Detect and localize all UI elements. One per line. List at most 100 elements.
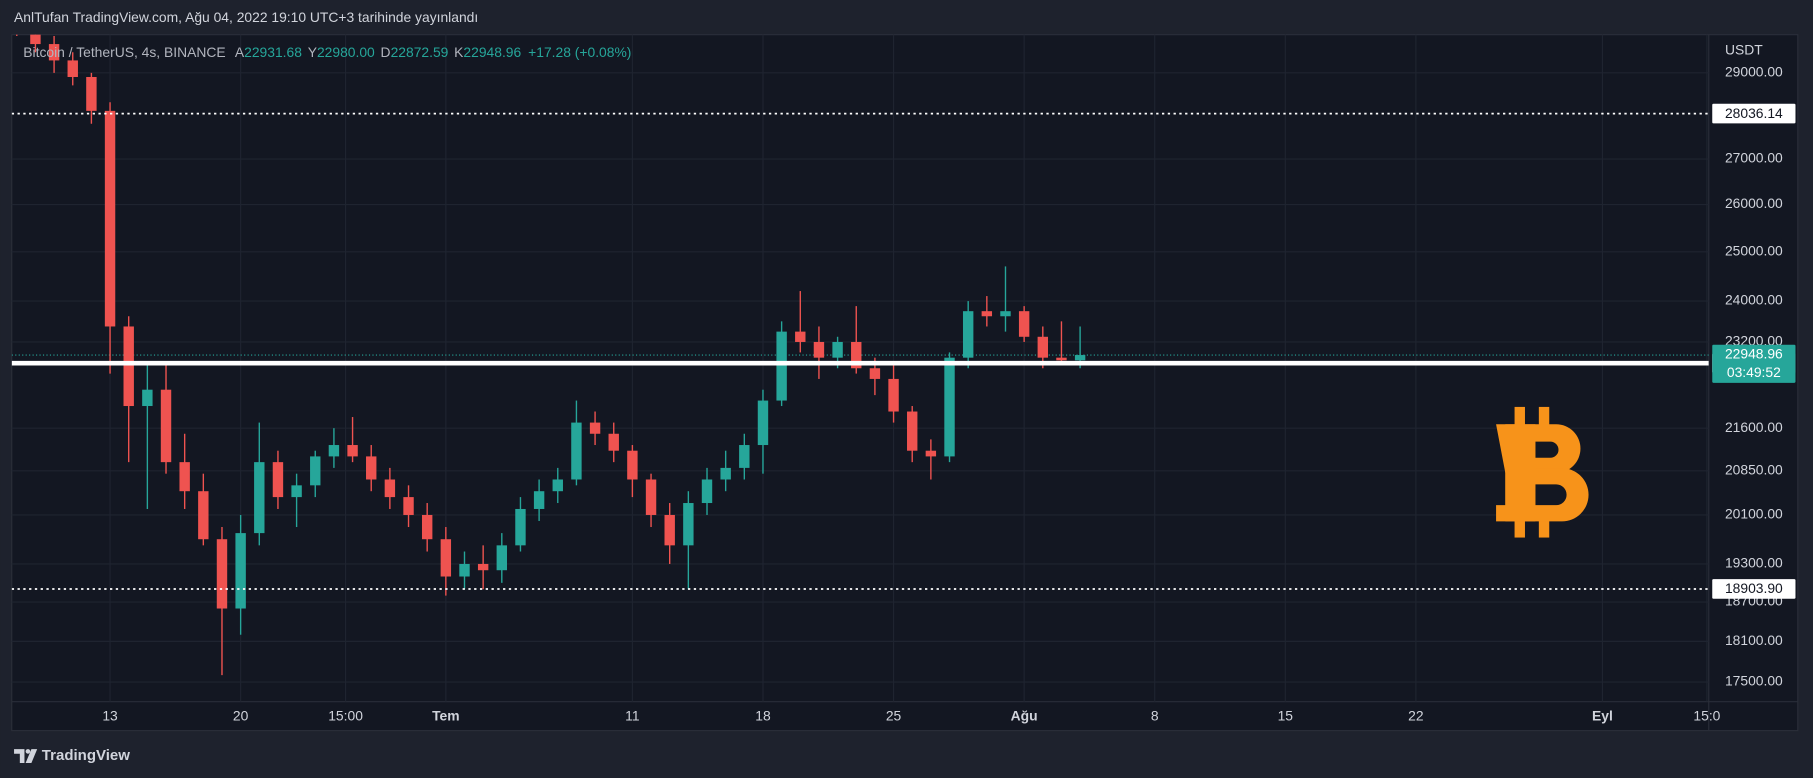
plot-area xyxy=(11,34,1709,676)
candle-body xyxy=(962,311,974,358)
last-price-box xyxy=(1712,344,1796,383)
candle-body xyxy=(310,456,321,486)
candle-body xyxy=(851,341,862,369)
candle-body xyxy=(533,491,545,509)
candle-body xyxy=(739,445,750,468)
chart-pane xyxy=(11,34,1799,732)
x-tick-label: 11 xyxy=(625,707,640,723)
legend-value: 22948.96 xyxy=(463,44,521,60)
legend-key: K xyxy=(454,44,464,60)
candle-body xyxy=(832,341,843,358)
candle-body xyxy=(104,110,116,327)
x-tick-label: 15:00 xyxy=(328,707,363,723)
legend-key: A xyxy=(235,44,245,60)
candle-body xyxy=(627,450,638,480)
candle-body xyxy=(291,485,302,498)
candle-body xyxy=(981,311,993,317)
candle-body xyxy=(366,456,377,480)
logo-part xyxy=(1514,517,1525,538)
x-tick-label: Tem xyxy=(432,707,459,723)
footer-logo xyxy=(14,749,38,763)
logo-part xyxy=(1538,406,1550,428)
level-label-box xyxy=(1712,103,1796,124)
y-tick-label: 26000.00 xyxy=(1725,195,1783,211)
y-tick-label: 20100.00 xyxy=(1725,506,1783,522)
countdown-label: 03:49:52 xyxy=(1727,364,1781,380)
candle-body xyxy=(720,467,731,480)
candle-body xyxy=(869,368,881,379)
x-tick-label: 18 xyxy=(755,707,771,723)
level-label: 28036.14 xyxy=(1725,105,1783,121)
symbol-legend: Bitcoin / TetherUS, 4s, BINANCE A22931.68… xyxy=(23,44,631,60)
x-tick-label: Eyl xyxy=(1592,707,1613,723)
legend-value: 22872.59 xyxy=(391,44,449,60)
candle-body xyxy=(1037,336,1048,358)
footer-brand: TradingView xyxy=(42,747,130,764)
candle-body xyxy=(496,545,508,571)
axes: 29000.00 27000.00 26000.00 25000.00 24000.00… xyxy=(102,63,1796,723)
y-tick-label: 21600.00 xyxy=(1725,419,1783,435)
candle-body xyxy=(328,445,340,457)
logo-part xyxy=(1505,424,1536,522)
x-tick-label: Ağu xyxy=(1011,707,1038,723)
y-tick-label: 25000.00 xyxy=(1725,243,1783,259)
candle-body xyxy=(86,76,97,111)
logo-part xyxy=(25,749,38,763)
y-tick-label: 20850.00 xyxy=(1725,461,1783,477)
candle-body xyxy=(198,491,209,540)
logo-part xyxy=(14,749,25,763)
x-tick-label: 15:0 xyxy=(1693,707,1720,723)
level-label-box xyxy=(1712,579,1796,599)
currency-label: USDT xyxy=(1725,42,1763,58)
candle-body xyxy=(701,479,713,504)
x-tick-label: 22 xyxy=(1408,707,1424,723)
candle-body xyxy=(160,389,172,463)
candle-body xyxy=(571,422,582,480)
candle-body xyxy=(1000,311,1011,317)
candle-body xyxy=(552,479,563,492)
candle-body xyxy=(67,60,78,77)
legend-change: +17.28 (+0.08%) xyxy=(528,44,631,60)
candle-body xyxy=(888,378,899,412)
legend-key: Y xyxy=(308,44,317,60)
legend-value: 22980.00 xyxy=(317,44,375,60)
candle-body xyxy=(944,357,955,457)
last-price-label: 22948.96 xyxy=(1725,346,1783,362)
candle-body xyxy=(813,341,825,358)
x-tick-label: 8 xyxy=(1151,707,1159,723)
candle-body xyxy=(272,462,284,498)
candle-body xyxy=(235,533,246,609)
candle-body xyxy=(347,445,358,457)
candle-body xyxy=(179,462,190,492)
y-tick-label: 27000.00 xyxy=(1725,150,1783,166)
candle-body xyxy=(795,331,806,342)
x-tick-label: 13 xyxy=(102,707,118,723)
candle-body xyxy=(477,563,489,571)
candle-body xyxy=(403,497,414,515)
candle-body xyxy=(384,479,396,498)
bitcoin-logo xyxy=(1496,406,1589,538)
candle-body xyxy=(664,514,675,546)
candle-body xyxy=(1056,357,1067,361)
candle-body xyxy=(142,389,153,407)
y-tick-label: 24000.00 xyxy=(1725,292,1783,308)
candle-body xyxy=(907,411,918,451)
y-tick-label: 23200.00 xyxy=(1725,333,1783,349)
candle-body xyxy=(589,422,601,434)
published-note: AnlTufan TradingView.com, Ağu 04, 2022 1… xyxy=(14,9,478,25)
x-tick-label: 15 xyxy=(1278,707,1294,723)
candle-body xyxy=(254,462,265,534)
candle-body xyxy=(645,479,657,515)
legend-key: D xyxy=(381,44,391,60)
candle-body xyxy=(459,563,470,577)
y-tick-label: 29000.00 xyxy=(1725,63,1783,79)
legend-value: 22931.68 xyxy=(244,44,302,60)
symbol: Bitcoin / TetherUS, 4s, BINANCE xyxy=(23,44,225,60)
y-tick-label: 17500.00 xyxy=(1725,673,1783,689)
candle-body xyxy=(440,539,452,577)
y-tick-label: 18100.00 xyxy=(1725,632,1783,648)
candle-body xyxy=(421,514,433,540)
x-tick-label: 20 xyxy=(233,707,249,723)
y-tick-label: 19300.00 xyxy=(1725,555,1783,571)
